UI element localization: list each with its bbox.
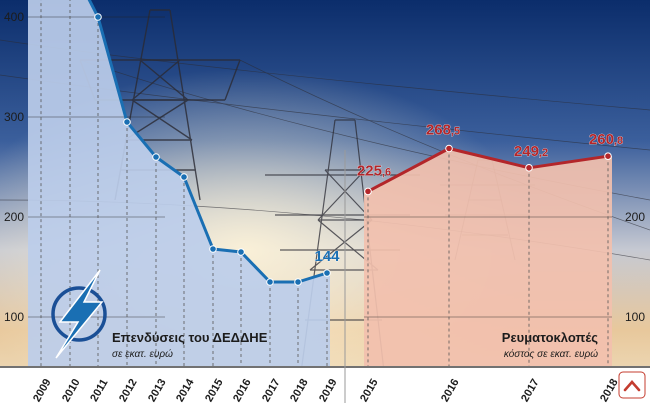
data-point [209,245,217,253]
electricity-theft-chart: 100 200 225,6 268,5 249,2 260,8 [357,121,645,367]
data-point [266,278,274,286]
data-point [294,278,302,286]
data-point [525,164,533,172]
data-point [445,144,453,153]
y-tick-label: 200 [4,210,24,224]
axis-strip [0,366,650,403]
lightning-bolt-icon [51,269,107,359]
y-tick-label: 100 [4,310,24,324]
data-point [94,13,102,21]
data-point [152,153,160,161]
y-tick-label: 300 [4,110,24,124]
investments-subtitle: σε εκατ. ευρώ [112,348,173,360]
investments-title: Επενδύσεις του ΔΕΔΔΗΕ [112,330,268,345]
data-point [123,118,131,126]
theft-title: Ρευματοκλοπές [502,330,598,345]
data-label: 268,5 [426,122,460,139]
data-label: 260,8 [589,131,623,148]
scroll-to-top-icon[interactable] [618,371,646,399]
y-tick-label: 200 [625,210,645,224]
data-point [364,187,372,196]
data-label: 249,2 [514,143,548,160]
theft-subtitle: κόστος σε εκατ. ευρώ [504,348,598,360]
area-fill [28,0,330,367]
data-label: 225,6 [357,162,391,179]
data-point [180,173,188,181]
data-point [604,152,612,160]
pylon-left-background [79,9,241,201]
investments-chart: 100200300400500515,9144 [4,0,340,367]
data-label: 144 [314,248,340,265]
data-point [323,269,331,277]
y-tick-label: 400 [4,10,24,24]
y-tick-label: 100 [625,310,645,324]
series-line [367,147,609,193]
area-fill [364,148,612,367]
data-point [237,248,245,256]
